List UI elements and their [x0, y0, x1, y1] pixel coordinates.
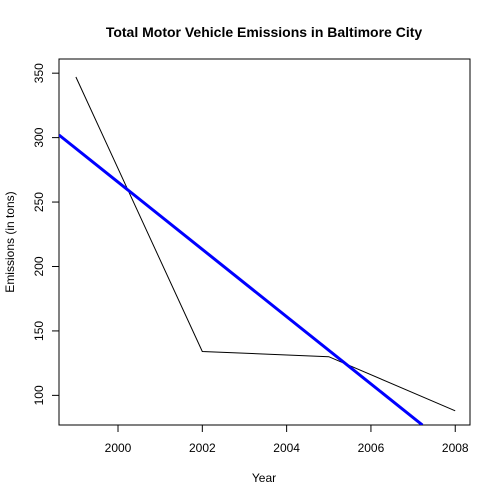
y-tick-label: 150: [32, 321, 46, 341]
x-tick-label: 2006: [358, 441, 385, 455]
series-layer: [59, 76, 456, 425]
y-tick-label: 300: [32, 127, 46, 147]
x-axis-label: Year: [252, 471, 276, 485]
y-tick-label: 350: [32, 63, 46, 83]
chart-title: Total Motor Vehicle Emissions in Baltimo…: [106, 24, 423, 40]
x-axis: 2000 2002 2004 2006 2008: [105, 425, 469, 455]
y-tick-label: 200: [32, 256, 46, 276]
x-tick-label: 2002: [189, 441, 216, 455]
y-tick-label: 250: [32, 192, 46, 212]
trend-line: [59, 133, 424, 425]
y-tick-label: 100: [32, 385, 46, 405]
emissions-line: [75, 76, 456, 412]
y-axis: 100 150 200 250 300 350: [32, 63, 59, 405]
x-tick-label: 2000: [105, 441, 132, 455]
x-tick-label: 2004: [273, 441, 300, 455]
plot-frame: [58, 58, 471, 426]
x-tick-label: 2008: [442, 441, 469, 455]
y-axis-label: Emissions (in tons): [3, 191, 17, 292]
